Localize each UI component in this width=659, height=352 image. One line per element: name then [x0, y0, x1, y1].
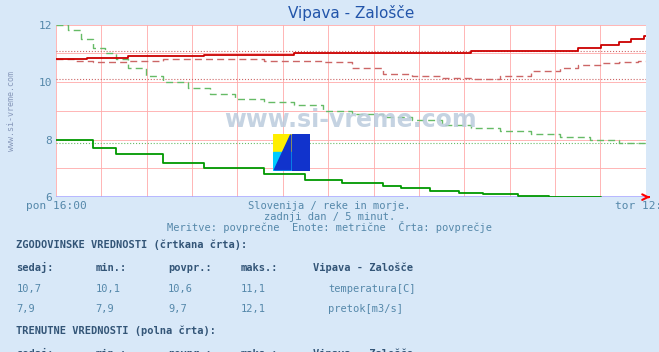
Bar: [273, 152, 291, 171]
Title: Vipava - Zalošče: Vipava - Zalošče: [288, 5, 414, 21]
Text: www.si-vreme.com: www.si-vreme.com: [225, 107, 477, 132]
Text: 10,1: 10,1: [96, 284, 121, 294]
Text: 10,6: 10,6: [168, 284, 193, 294]
Text: min.:: min.:: [96, 263, 127, 273]
Text: maks.:: maks.:: [241, 263, 278, 273]
Text: 7,9: 7,9: [16, 303, 35, 314]
Text: sedaj:: sedaj:: [16, 262, 54, 273]
Text: 11,1: 11,1: [241, 284, 266, 294]
Text: www.si-vreme.com: www.si-vreme.com: [7, 71, 16, 151]
Text: povpr.:: povpr.:: [168, 349, 212, 352]
Text: pretok[m3/s]: pretok[m3/s]: [328, 303, 403, 314]
Text: Meritve: povprečne  Enote: metrične  Črta: povprečje: Meritve: povprečne Enote: metrične Črta:…: [167, 221, 492, 233]
Polygon shape: [274, 135, 291, 170]
Text: Vipava - Zalošče: Vipava - Zalošče: [313, 349, 413, 352]
Text: Slovenija / reke in morje.: Slovenija / reke in morje.: [248, 201, 411, 212]
Text: 7,9: 7,9: [96, 303, 114, 314]
Text: 9,7: 9,7: [168, 303, 186, 314]
Text: maks.:: maks.:: [241, 349, 278, 352]
Text: zadnji dan / 5 minut.: zadnji dan / 5 minut.: [264, 212, 395, 222]
Text: povpr.:: povpr.:: [168, 263, 212, 273]
Text: min.:: min.:: [96, 349, 127, 352]
Text: 10,7: 10,7: [16, 284, 42, 294]
Text: temperatura[C]: temperatura[C]: [328, 284, 416, 294]
Bar: [291, 134, 310, 171]
Text: 12,1: 12,1: [241, 303, 266, 314]
Bar: [273, 134, 291, 152]
Text: ZGODOVINSKE VREDNOSTI (črtkana črta):: ZGODOVINSKE VREDNOSTI (črtkana črta):: [16, 240, 248, 250]
Text: Vipava - Zalošče: Vipava - Zalošče: [313, 263, 413, 273]
Text: TRENUTNE VREDNOSTI (polna črta):: TRENUTNE VREDNOSTI (polna črta):: [16, 326, 216, 337]
Text: sedaj:: sedaj:: [16, 348, 54, 352]
